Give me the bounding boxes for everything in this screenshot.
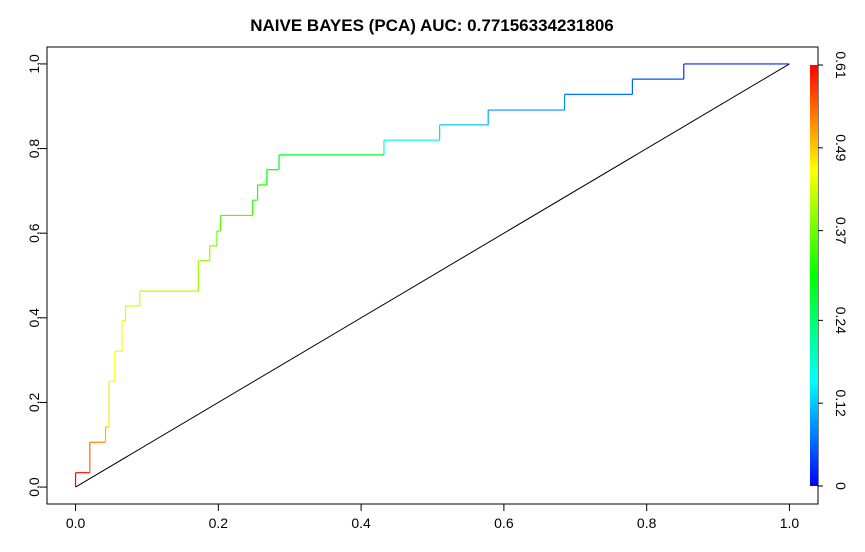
colorbar-tick-label: 0.24 [833,307,849,334]
colorbar-tick-label: 0 [833,482,849,490]
x-axis: 0.0 0.2 0.4 0.6 0.8 1.0 [66,504,800,531]
diagonal-reference-line [75,63,790,488]
x-tick-label: 1.0 [780,515,800,531]
colorbar-tick-label: 0.37 [833,217,849,244]
x-tick-label: 0.6 [494,515,514,531]
y-tick-label: 0,0 [26,477,42,497]
y-tick-label: 0,2 [26,393,42,413]
colorbar [810,65,818,486]
y-tick-label: 0,4 [26,308,42,328]
roc-curve [74,63,790,488]
x-tick-label: 0.8 [637,515,657,531]
y-tick-label: 1,0 [26,54,42,74]
x-tick-label: 0.4 [351,515,371,531]
colorbar-tick-label: 0.61 [833,51,849,78]
colorbar-tick-label: 0.12 [833,390,849,417]
x-tick-label: 0.0 [66,515,86,531]
x-tick-label: 0.2 [209,515,229,531]
chart-title: NAIVE BAYES (PCA) AUC: 0.77156334231806 [250,16,613,35]
y-tick-label: 0,8 [26,139,42,159]
y-axis: 0,0 0,2 0,4 0,6 0,8 1,0 [26,54,47,497]
colorbar-tick-label: 0.49 [833,134,849,161]
colorbar-axis: 0 0.12 0.24 0.37 0.49 0.61 [818,51,849,490]
y-tick-label: 0,6 [26,223,42,243]
